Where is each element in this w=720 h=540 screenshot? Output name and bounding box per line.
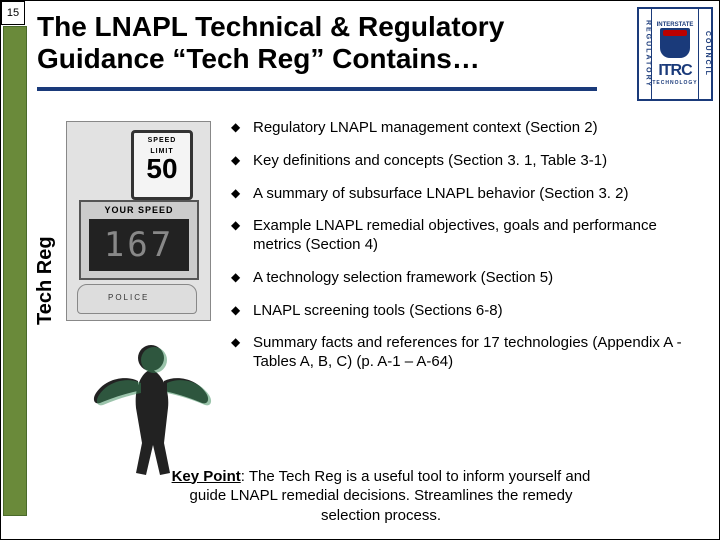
- list-item: Summary facts and references for 17 tech…: [231, 334, 701, 372]
- logo-vertical-left: REGULATORY: [639, 9, 652, 99]
- dancing-figure-image: [86, 333, 216, 483]
- bullet-list: Regulatory LNAPL management context (Sec…: [231, 119, 701, 386]
- logo-vertical-right: COUNCIL: [698, 9, 711, 99]
- sign-label-1: SPEED: [134, 137, 190, 144]
- list-item: A summary of subsurface LNAPL behavior (…: [231, 185, 701, 204]
- page-number: 15: [1, 1, 25, 25]
- interstate-shield-icon: [660, 28, 690, 58]
- speed-limit-sign: SPEED LIMIT 50: [131, 130, 193, 200]
- sign-value: 50: [134, 155, 190, 183]
- left-accent-bar: [3, 26, 27, 516]
- list-item: LNAPL screening tools (Sections 6-8): [231, 302, 701, 321]
- slide: 15 The LNAPL Technical & Regulatory Guid…: [0, 0, 720, 540]
- logo-letters: ITRC: [658, 62, 691, 80]
- key-point-text: : The Tech Reg is a useful tool to infor…: [190, 468, 591, 524]
- title-underline: [37, 87, 597, 91]
- your-speed-display: YOUR SPEED 167: [79, 200, 199, 280]
- figure-icon: [86, 333, 216, 483]
- list-item: Key definitions and concepts (Section 3.…: [231, 152, 701, 171]
- list-item: Regulatory LNAPL management context (Sec…: [231, 119, 701, 138]
- key-point: Key Point: The Tech Reg is a useful tool…: [161, 467, 601, 526]
- your-speed-value: 167: [89, 219, 189, 271]
- page-title: The LNAPL Technical & Regulatory Guidanc…: [37, 11, 597, 75]
- logo-main: INTERSTATE ITRC TECHNOLOGY: [652, 9, 697, 99]
- police-car-icon: [77, 284, 197, 314]
- itrc-logo: REGULATORY INTERSTATE ITRC TECHNOLOGY CO…: [637, 7, 713, 101]
- speed-trap-image: SPEED LIMIT 50 YOUR SPEED 167: [66, 121, 211, 321]
- list-item: Example LNAPL remedial objectives, goals…: [231, 217, 701, 255]
- key-point-label: Key Point: [172, 468, 241, 485]
- your-speed-label: YOUR SPEED: [81, 205, 197, 215]
- list-item: A technology selection framework (Sectio…: [231, 269, 701, 288]
- logo-sub: TECHNOLOGY: [652, 80, 697, 86]
